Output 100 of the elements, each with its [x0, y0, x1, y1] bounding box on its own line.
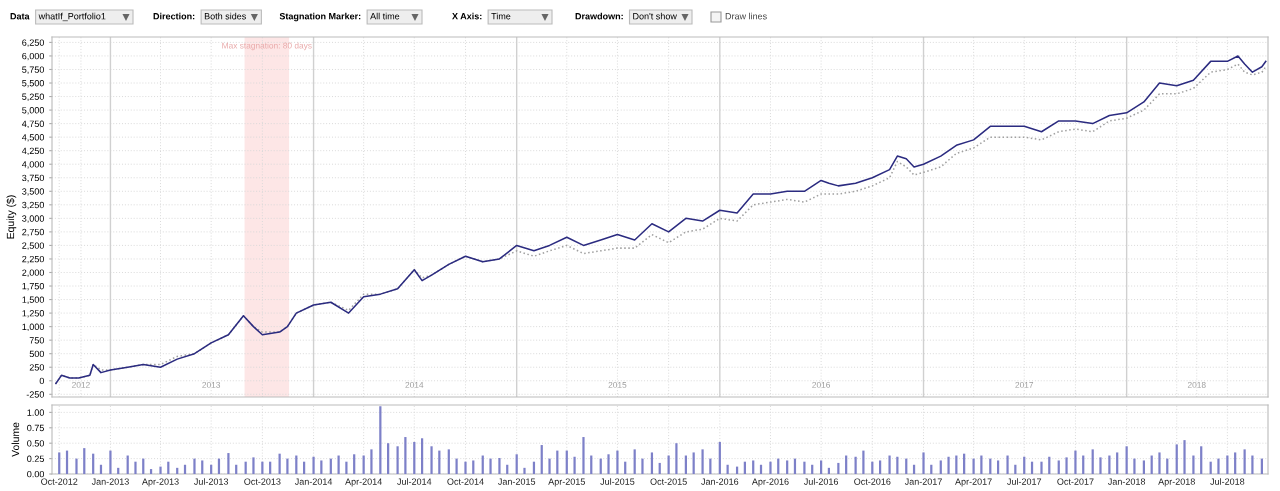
- bar: [489, 458, 492, 474]
- bar: [1217, 458, 1220, 474]
- bar: [548, 458, 551, 474]
- x-tick-label: Jul-2018: [1210, 478, 1245, 485]
- y-tick-label: 2,250: [22, 255, 45, 264]
- text: whatIf_Portfolio1: [38, 12, 106, 22]
- bar: [430, 446, 433, 474]
- y-tick-label: 1,000: [22, 323, 45, 332]
- bar: [803, 461, 806, 474]
- bar: [786, 460, 789, 474]
- y-tick-label: 4,500: [21, 134, 45, 142]
- x-tick-label: Oct-2015: [650, 478, 687, 485]
- bar: [862, 450, 865, 474]
- y-tick-label: 5,750: [22, 66, 45, 74]
- y-tick-label: 3,250: [22, 201, 45, 210]
- bar: [345, 461, 348, 474]
- bar: [498, 457, 501, 474]
- bar: [387, 443, 390, 474]
- bar: [1158, 452, 1161, 474]
- y-tick-label: 5,500: [22, 79, 45, 88]
- bar: [1142, 460, 1146, 474]
- bar: [420, 438, 424, 474]
- bar: [58, 452, 61, 474]
- bar: [607, 454, 610, 474]
- bar: [573, 456, 576, 474]
- bar: [149, 469, 153, 474]
- x-tick-label: 2018: [1187, 381, 1206, 388]
- bar: [820, 460, 823, 474]
- text: Drawdown:: [575, 12, 623, 20]
- bar: [675, 443, 678, 474]
- bar: [878, 460, 882, 474]
- bar: [1040, 461, 1043, 474]
- y-tick-label: 1,250: [22, 310, 45, 318]
- bar: [337, 455, 340, 474]
- x-tick-label: Jul-2015: [600, 478, 635, 485]
- y-tick-label: 0.25: [27, 455, 44, 462]
- bar: [286, 458, 289, 474]
- y-tick-label: 5,250: [22, 93, 45, 101]
- text: Draw lines: [725, 12, 767, 20]
- text: All time: [370, 12, 400, 20]
- x-tick-label: Jan-2014: [294, 478, 333, 485]
- bar: [75, 458, 78, 474]
- y-tick-label: 1.00: [27, 409, 45, 416]
- y-tick-label: 3,000: [22, 215, 45, 223]
- bar: [1074, 450, 1077, 474]
- bar: [193, 458, 196, 474]
- bar: [353, 454, 356, 474]
- text: Data: [10, 13, 30, 20]
- y-tick-label: 6,250: [22, 39, 45, 47]
- y-tick-label: 1,750: [22, 282, 45, 291]
- text: Time: [491, 12, 511, 20]
- x-tick-label: 2016: [812, 381, 831, 388]
- y-tick-label: 750: [29, 337, 45, 344]
- y-tick-label: 2,750: [22, 228, 45, 237]
- y-tick-label: 3,750: [22, 174, 45, 183]
- y-tick-label: 4,250: [21, 147, 45, 156]
- bar: [582, 437, 585, 474]
- y-axis-title: Volume: [11, 422, 20, 457]
- x-tick-label: Apr-2013: [141, 478, 179, 487]
- x-tick-label: Oct-2017: [1057, 478, 1094, 485]
- bar: [83, 448, 86, 474]
- bar: [1065, 457, 1068, 474]
- bar: [396, 446, 399, 474]
- bar: [447, 449, 450, 474]
- bar: [1200, 446, 1203, 474]
- y-tick-label: 2,000: [22, 269, 45, 277]
- bar: [888, 455, 891, 474]
- bar: [370, 449, 373, 474]
- y-tick-label: 4,750: [21, 120, 45, 129]
- bar: [159, 466, 162, 474]
- bar: [1133, 458, 1136, 474]
- x-tick-label: 2013: [202, 381, 221, 388]
- x-tick-label: Oct-2016: [854, 478, 891, 485]
- x-tick-label: Jan-2015: [498, 478, 536, 485]
- bar: [252, 457, 255, 474]
- x-tick-label: 2017: [1015, 381, 1034, 388]
- bar: [972, 458, 975, 474]
- x-tick-label: Jul-2013: [193, 478, 229, 485]
- x-tick-label: Jul-2017: [1007, 478, 1042, 485]
- bar: [413, 441, 416, 474]
- bar: [1234, 452, 1237, 474]
- x-tick-label: Apr-2017: [955, 478, 992, 487]
- text: Both sides: [204, 12, 246, 20]
- text: Direction:: [153, 12, 195, 20]
- x-tick-label: 2014: [405, 381, 424, 388]
- bar: [320, 460, 323, 474]
- bar: [515, 454, 518, 474]
- bar: [464, 461, 467, 474]
- bar: [701, 449, 704, 474]
- y-tick-label: 3,500: [22, 188, 45, 196]
- bar: [718, 441, 721, 474]
- bar: [1091, 449, 1094, 474]
- bar: [379, 406, 382, 474]
- x-tick-label: Apr-2018: [1158, 478, 1195, 487]
- bar: [1183, 440, 1186, 474]
- bar: [1099, 457, 1102, 474]
- bar: [641, 458, 644, 474]
- x-tick-label: Apr-2015: [548, 478, 585, 487]
- x-tick-label: Jan-2018: [1107, 478, 1146, 485]
- bar: [633, 449, 636, 474]
